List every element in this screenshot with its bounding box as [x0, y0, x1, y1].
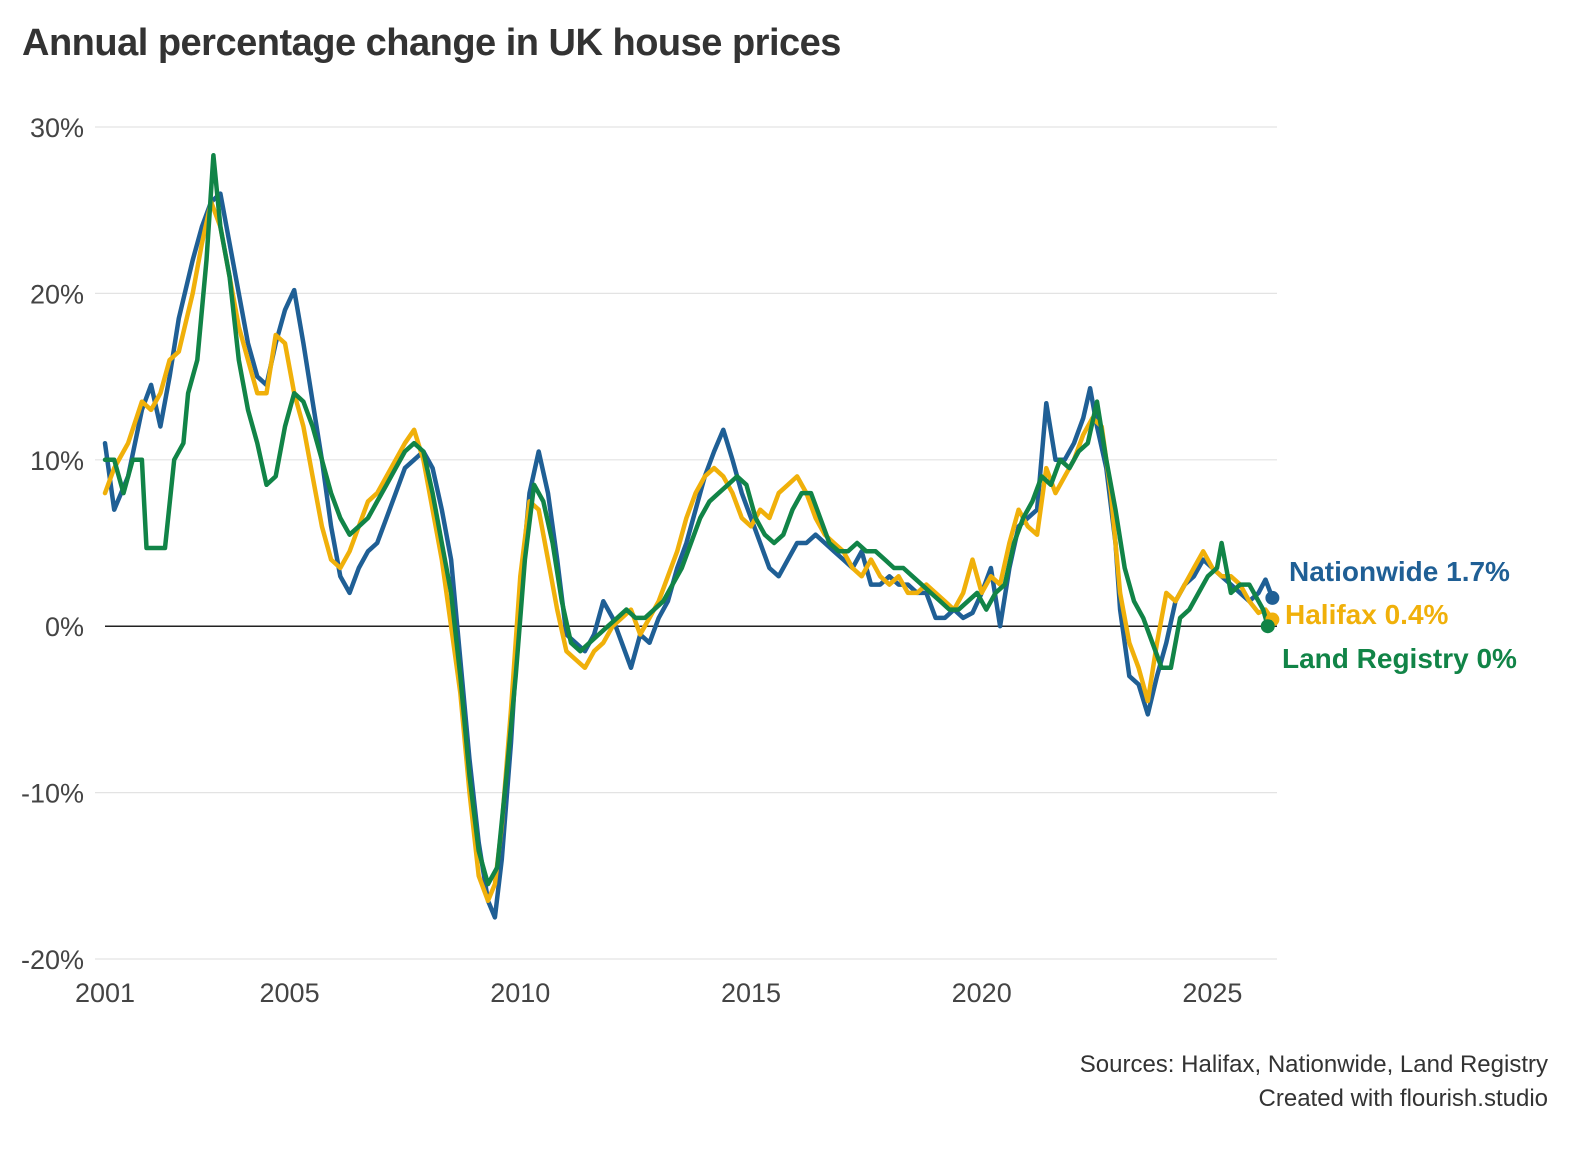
series-end-labels: Nationwide 1.7% Halifax 0.4% Land Registry…	[1282, 556, 1517, 674]
end-label: Nationwide 1.7%	[1289, 556, 1510, 587]
x-tick-label: 2005	[260, 978, 320, 1008]
series-lines	[102, 153, 1275, 920]
series-line-land-registry	[102, 153, 1271, 887]
series-line-halifax	[102, 199, 1275, 904]
x-tick-label: 2015	[721, 978, 781, 1008]
x-tick-label: 2020	[952, 978, 1012, 1008]
y-tick-label: -20%	[21, 945, 84, 975]
chart-footer: Sources: Halifax, Nationwide, Land Regis…	[1080, 1048, 1548, 1116]
credit-link[interactable]: Created with flourish.studio	[1258, 1085, 1548, 1112]
y-tick-label: 0%	[45, 612, 84, 642]
end-label: Land Registry 0%	[1282, 643, 1517, 674]
end-marker	[1265, 590, 1280, 605]
y-axis-ticks: -20% -10% 0% 10% 20% 30%	[21, 113, 84, 975]
x-tick-label: 2001	[75, 978, 135, 1008]
y-tick-label: 30%	[30, 113, 84, 143]
chart-title: Annual percentage change in UK house pri…	[22, 22, 841, 64]
y-tick-label: 20%	[30, 279, 84, 309]
x-tick-label: 2025	[1182, 978, 1242, 1008]
series-line-nationwide	[102, 191, 1275, 920]
y-tick-label: 10%	[30, 446, 84, 476]
sources-text: Sources: Halifax, Nationwide, Land Regis…	[1079, 1051, 1548, 1078]
y-tick-label: -10%	[21, 779, 84, 809]
x-axis-ticks: 2001 2005 2010 2015 2020 2025	[75, 978, 1242, 1008]
series-end-markers	[1260, 590, 1280, 634]
end-label: Halifax 0.4%	[1285, 599, 1449, 630]
end-marker	[1260, 619, 1275, 634]
x-tick-label: 2010	[490, 978, 550, 1008]
